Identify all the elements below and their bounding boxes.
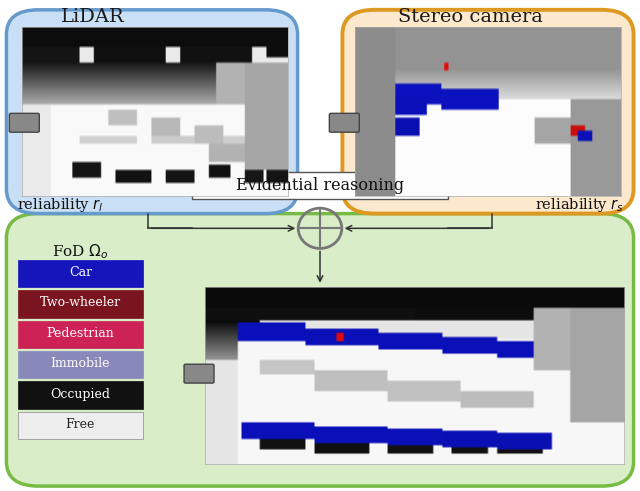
FancyBboxPatch shape <box>18 382 143 409</box>
Text: LiDAR: LiDAR <box>61 8 125 26</box>
FancyBboxPatch shape <box>342 10 634 214</box>
FancyBboxPatch shape <box>18 321 143 348</box>
Text: Immobile: Immobile <box>51 357 110 370</box>
FancyBboxPatch shape <box>18 412 143 439</box>
FancyBboxPatch shape <box>18 351 143 379</box>
FancyBboxPatch shape <box>6 10 298 214</box>
Text: Evidential reasoning: Evidential reasoning <box>236 177 404 193</box>
FancyBboxPatch shape <box>6 214 634 486</box>
Text: Pedestrian: Pedestrian <box>47 327 114 340</box>
FancyBboxPatch shape <box>18 290 143 318</box>
Text: FoD $\Omega_o$: FoD $\Omega_o$ <box>52 242 109 261</box>
Text: Free: Free <box>66 418 95 431</box>
Text: Stereo camera: Stereo camera <box>398 8 543 26</box>
Text: reliability $r_s$: reliability $r_s$ <box>534 196 624 214</box>
FancyBboxPatch shape <box>192 172 448 199</box>
Text: Occupied: Occupied <box>51 388 110 401</box>
Text: reliability $r_l$: reliability $r_l$ <box>17 196 104 214</box>
Text: Two-wheeler: Two-wheeler <box>40 297 121 309</box>
Text: Car: Car <box>68 266 92 279</box>
FancyBboxPatch shape <box>18 260 143 287</box>
